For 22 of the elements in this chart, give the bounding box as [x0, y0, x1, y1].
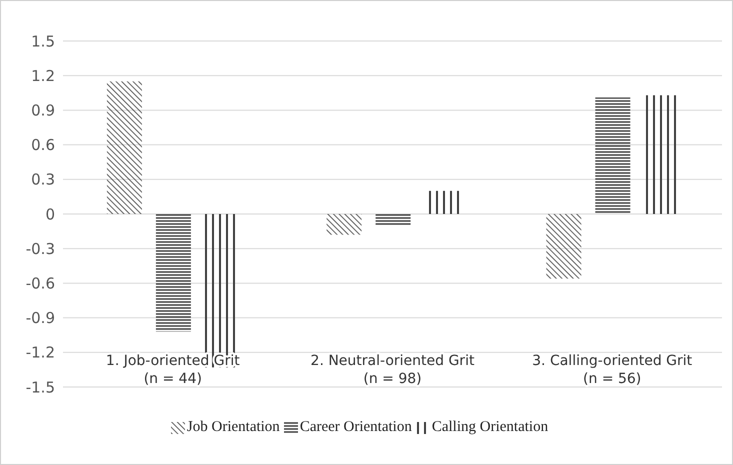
x-tick-label: 3. Calling-oriented Grit (n = 56) — [532, 353, 693, 387]
legend-label: Calling Orientation — [430, 419, 548, 436]
y-tick-label: 0.9 — [31, 102, 55, 120]
y-tick-label: -0.3 — [26, 240, 55, 258]
y-tick-label: -0.9 — [26, 309, 55, 328]
legend-label: Career Orientation — [298, 419, 412, 436]
y-tick-label: 0.3 — [31, 170, 55, 189]
y-tick-label: -0.6 — [26, 274, 55, 293]
y-tick-label: 1.2 — [31, 66, 55, 85]
bar — [595, 98, 630, 214]
bar — [376, 214, 411, 226]
y-tick-label: 0 — [45, 205, 55, 224]
bar — [326, 214, 362, 235]
y-tick-label: 0.6 — [31, 136, 55, 154]
bar — [546, 214, 582, 279]
legend-label: Job Orientation — [186, 419, 280, 436]
y-tick-label: -1.2 — [26, 344, 55, 362]
y-tick-label: -1.5 — [26, 378, 55, 396]
bar — [156, 214, 191, 332]
bar — [106, 81, 142, 214]
y-tick-label: 1.5 — [31, 32, 55, 50]
x-tick-label: 2. Neutral-oriented Grit (n = 98) — [310, 353, 475, 387]
